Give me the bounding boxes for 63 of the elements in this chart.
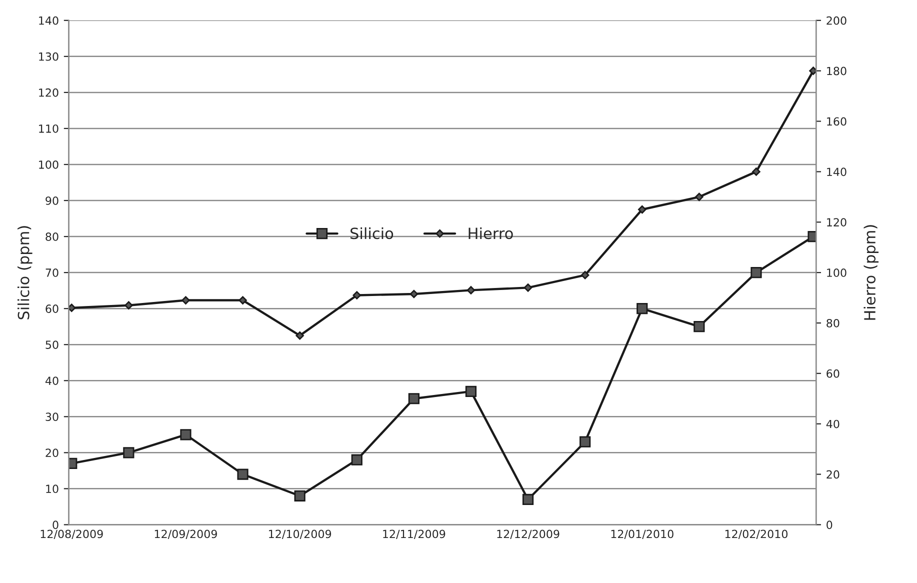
y2-tick-label: 200 bbox=[826, 16, 846, 25]
y-tick-label: 10 bbox=[46, 484, 58, 494]
y2-tick-label: 60 bbox=[826, 369, 840, 378]
y2-tick-label: 140 bbox=[827, 168, 846, 176]
x-tick-label: 12/11/2009 bbox=[383, 530, 446, 540]
point bbox=[68, 304, 76, 312]
point bbox=[809, 66, 816, 75]
point bbox=[465, 386, 477, 397]
y-tick-label: 0 bbox=[52, 520, 58, 530]
point bbox=[636, 303, 648, 314]
y-tick-label: 110 bbox=[39, 124, 58, 133]
y-tick-label: 40 bbox=[45, 376, 58, 385]
x-tick-label: 12/10/2009 bbox=[269, 530, 332, 540]
y2-tick-label: 20 bbox=[826, 470, 840, 479]
y2-axis-title: Hierro (ppm) bbox=[864, 225, 879, 320]
y2-tick-label: 80 bbox=[826, 318, 840, 328]
point bbox=[408, 393, 420, 404]
point bbox=[580, 270, 590, 280]
y-axis-title: Silicio (ppm) bbox=[18, 226, 32, 320]
y2-tick-label: 100 bbox=[827, 268, 846, 277]
point bbox=[123, 447, 134, 458]
point bbox=[750, 266, 762, 278]
y2-tick-label: 40 bbox=[826, 420, 840, 428]
point bbox=[410, 290, 418, 298]
y-tick-label: 60 bbox=[46, 304, 58, 313]
point bbox=[294, 490, 306, 502]
y-tick-label: 130 bbox=[39, 52, 58, 61]
y-tick-label: 30 bbox=[46, 412, 58, 422]
y-tick-label: 50 bbox=[46, 340, 58, 349]
legend-label: Silicio bbox=[350, 227, 394, 240]
point bbox=[124, 301, 133, 310]
point bbox=[296, 331, 304, 340]
point bbox=[695, 192, 704, 202]
y-tick-label: 90 bbox=[46, 196, 58, 205]
x-tick-label: 12/08/2009 bbox=[40, 530, 103, 540]
legend-label: Hierro bbox=[468, 227, 513, 240]
point bbox=[182, 296, 190, 304]
y2-tick-label: 120 bbox=[827, 218, 846, 226]
y-tick-label: 80 bbox=[46, 232, 58, 241]
point bbox=[524, 284, 532, 292]
y-tick-label: 140 bbox=[39, 16, 58, 25]
point bbox=[237, 468, 248, 480]
x-tick-label: 12/12/2009 bbox=[497, 530, 560, 540]
y-tick-label: 70 bbox=[46, 268, 58, 277]
point bbox=[522, 494, 534, 506]
y-tick-label: 20 bbox=[46, 448, 58, 458]
y-tick-label: 100 bbox=[39, 160, 58, 169]
point bbox=[752, 168, 760, 176]
y2-tick-label: 0 bbox=[826, 520, 832, 530]
point bbox=[352, 291, 362, 300]
point bbox=[694, 321, 705, 332]
x-tick-label: 12/02/2010 bbox=[725, 530, 788, 540]
y-tick-label: 120 bbox=[39, 88, 58, 97]
y2-tick-label: 160 bbox=[827, 117, 846, 126]
point bbox=[180, 429, 192, 440]
point bbox=[351, 454, 362, 466]
point bbox=[238, 296, 247, 304]
point bbox=[466, 286, 476, 294]
x-tick-label: 12/09/2009 bbox=[154, 530, 217, 540]
point bbox=[580, 436, 591, 448]
x-tick-label: 12/01/2010 bbox=[611, 530, 674, 540]
point bbox=[638, 205, 646, 214]
y2-tick-label: 180 bbox=[827, 66, 846, 76]
